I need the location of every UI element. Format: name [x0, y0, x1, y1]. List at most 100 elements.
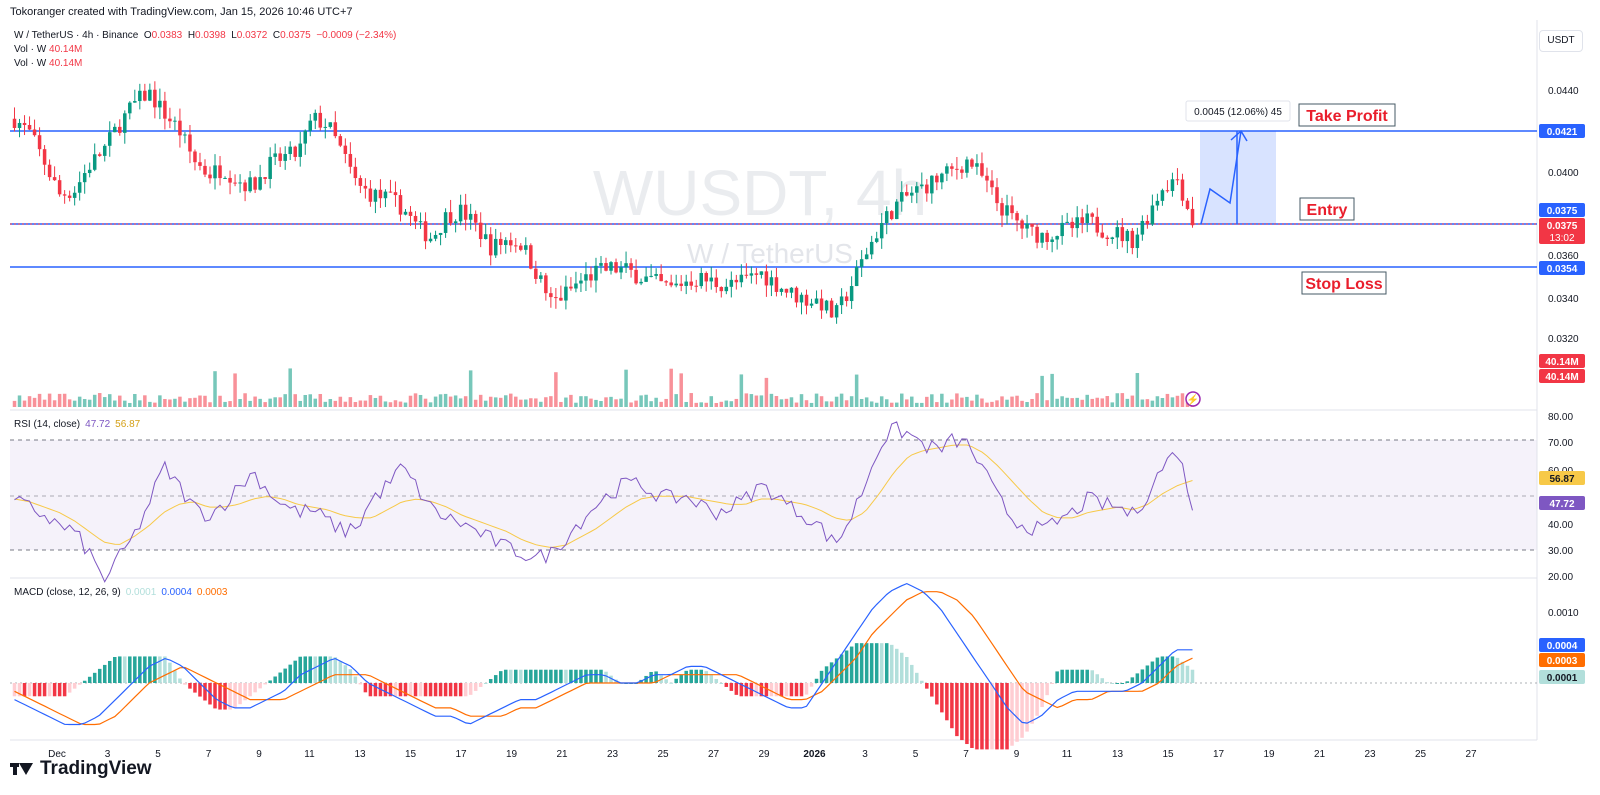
volume-bar — [599, 401, 603, 407]
candle-body — [784, 288, 789, 293]
macd-histogram-bar — [905, 657, 909, 683]
macd-legend[interactable]: MACD (close, 12, 26, 9) 0.0001 0.0004 0.000… — [14, 587, 228, 598]
volume-bar — [905, 399, 909, 407]
volume-bar — [393, 400, 398, 407]
volume-legend-2[interactable]: Vol · W 40.14M — [14, 58, 83, 69]
close-value: 0.0375 — [280, 30, 311, 41]
volume-bar — [935, 402, 939, 407]
candle-body — [1025, 223, 1029, 229]
entry-label-box[interactable] — [1299, 197, 1355, 221]
time-tick: 17 — [455, 749, 467, 760]
candle-body — [754, 273, 759, 275]
volume-bar — [940, 393, 944, 407]
volume-bar — [794, 402, 799, 407]
candle-body — [27, 124, 32, 130]
candle-body — [373, 189, 378, 202]
candle-body — [799, 294, 804, 303]
candle-body — [22, 122, 27, 125]
time-tick: 2026 — [803, 749, 826, 760]
candle-body — [970, 159, 974, 167]
candle-body — [1075, 217, 1079, 229]
lightning-icon: ⚡ — [1187, 393, 1199, 406]
macd-histogram-bar — [1095, 674, 1100, 683]
candle-body — [72, 192, 77, 198]
candle-body — [258, 177, 262, 190]
candle-body — [1085, 213, 1089, 224]
time-tick: 3 — [105, 749, 111, 760]
candle-body — [739, 274, 744, 283]
time-tick: 11 — [1062, 749, 1073, 760]
candle-body — [52, 177, 57, 181]
volume-legend-1[interactable]: Vol · W 40.14M — [14, 44, 83, 55]
candle-body — [1120, 227, 1125, 242]
candle-body — [879, 223, 884, 239]
projection-path[interactable] — [1200, 130, 1242, 225]
signal-line — [14, 591, 1193, 726]
rsi-tick: 80.00 — [1548, 412, 1573, 423]
candle-body — [809, 303, 814, 306]
macd-histogram-bar — [724, 683, 729, 687]
candle-body — [764, 271, 769, 286]
volume-bar — [920, 402, 924, 407]
macd-histogram-bar — [443, 683, 448, 697]
macd-histogram-bar — [213, 683, 217, 709]
candle-body — [624, 263, 628, 268]
macd-histogram-bar — [579, 669, 583, 683]
candle-body — [138, 90, 142, 102]
volume-bar — [283, 394, 287, 407]
volume-bar — [1070, 398, 1074, 407]
currency-button[interactable]: USDT — [1539, 30, 1583, 52]
macd-histogram-bar — [549, 669, 553, 683]
candle-body — [704, 272, 709, 282]
macd-histogram-bar — [1155, 657, 1160, 683]
macd-histogram-bar — [704, 671, 709, 683]
candle-body — [488, 234, 493, 256]
rsi-legend[interactable]: RSI (14, close) 47.72 56.87 — [14, 419, 141, 430]
macd-histogram-bar — [293, 660, 297, 683]
macd-histogram-bar — [869, 643, 874, 683]
take-profit-label-box[interactable] — [1298, 103, 1396, 127]
entry-badge — [1539, 203, 1585, 217]
symbol-legend[interactable]: W / TetherUS · 4h · Binance O0.0383 H0.0… — [14, 30, 397, 41]
volume-bar — [849, 396, 854, 407]
volume-bar — [463, 396, 468, 407]
candle-body — [168, 118, 172, 122]
macd-histogram-bar — [238, 683, 242, 705]
volume-bar — [203, 395, 207, 407]
tradingview-brand[interactable]: TradingView — [10, 758, 152, 780]
volume-bar — [1080, 399, 1084, 407]
candle-body — [729, 279, 734, 287]
candle-body — [133, 101, 137, 103]
volume-bar — [639, 395, 643, 407]
volume-bar — [824, 401, 829, 407]
projection-box[interactable] — [1200, 131, 1276, 224]
macd-histogram-bar — [1100, 678, 1105, 683]
stop-loss-label-box[interactable] — [1301, 271, 1387, 295]
macd-histogram-bar — [769, 683, 774, 697]
volume-bar — [42, 399, 47, 407]
volume-bar — [1005, 399, 1009, 407]
volume-bar — [529, 398, 533, 407]
volume-bar — [609, 396, 613, 407]
candle-body — [649, 275, 653, 277]
macd-histogram-bar — [654, 671, 658, 683]
volume-bar — [293, 394, 297, 407]
macd-histogram-bar — [173, 670, 177, 683]
candle-body — [483, 234, 488, 240]
attribution: Tokoranger created with TradingView.com,… — [10, 6, 353, 18]
event-marker[interactable] — [1185, 391, 1201, 407]
volume-bar — [228, 401, 232, 407]
candles[interactable] — [12, 81, 1195, 324]
volume-badge — [1539, 369, 1585, 383]
macd-histogram-bar — [478, 683, 483, 687]
macd-histogram-bar — [669, 682, 673, 684]
macd-histogram-bar — [102, 664, 107, 683]
rsi-ma-line — [14, 444, 1193, 549]
candle-body — [769, 277, 774, 286]
watermark-name: W / TetherUS — [687, 238, 853, 269]
candle-body — [453, 221, 458, 224]
candle-body — [82, 173, 87, 183]
volume-bar — [448, 396, 453, 407]
macd-histogram-bar — [829, 662, 834, 683]
